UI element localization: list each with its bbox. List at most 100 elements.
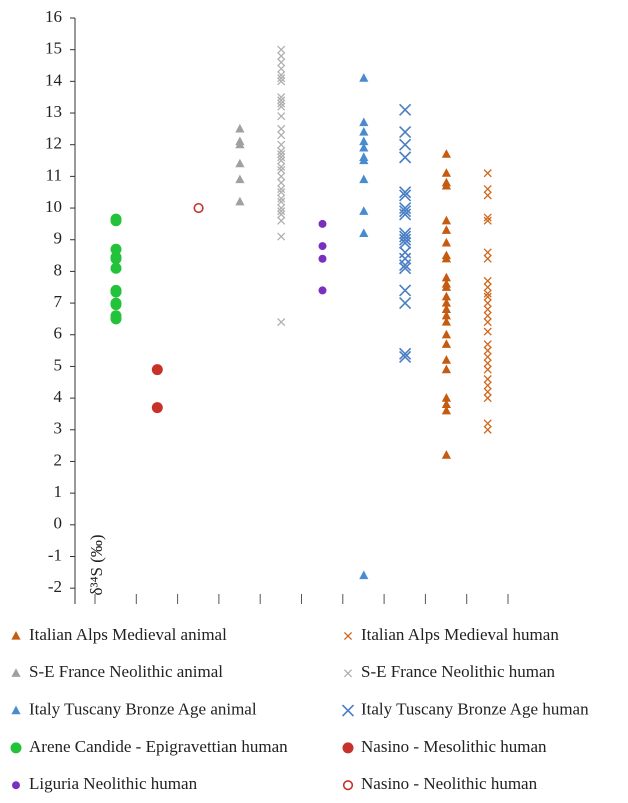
point: [441, 149, 451, 158]
point: [318, 242, 327, 251]
y-tick-label: -1: [48, 545, 62, 564]
point: [110, 286, 122, 298]
point: [277, 165, 286, 175]
point: [359, 136, 369, 146]
point: [441, 215, 451, 225]
legend-marker: [12, 781, 20, 790]
point: [235, 158, 245, 168]
point: [441, 450, 451, 459]
point: [483, 311, 492, 320]
point: [359, 127, 369, 136]
point: [359, 155, 369, 165]
legend-label: Nasino - Neolithic human: [361, 774, 538, 793]
point: [359, 117, 369, 127]
point: [359, 206, 369, 215]
point: [277, 153, 286, 162]
point: [483, 359, 492, 368]
legend-marker: [11, 705, 21, 715]
y-tick-label: 11: [46, 165, 62, 184]
point: [110, 313, 122, 325]
legend-label: Italy Tuscany Bronze Age animal: [29, 700, 257, 719]
point: [483, 169, 492, 178]
point: [441, 253, 451, 263]
point: [483, 305, 492, 314]
legend-marker: [11, 631, 21, 640]
point: [277, 70, 286, 80]
point: [483, 254, 492, 263]
point: [483, 292, 492, 301]
point: [399, 186, 412, 199]
y-tick-label: 4: [54, 387, 63, 406]
y-tick-label: 10: [45, 197, 62, 216]
point: [483, 318, 492, 327]
point: [399, 103, 412, 116]
point: [399, 347, 412, 360]
point: [277, 172, 286, 181]
y-tick-label: 0: [54, 514, 63, 533]
point: [441, 329, 451, 339]
point: [483, 340, 492, 349]
point: [399, 262, 412, 275]
legend-label: Nasino - Mesolithic human: [361, 737, 547, 756]
point: [277, 203, 286, 213]
point: [483, 425, 492, 434]
point: [235, 174, 245, 184]
point: [277, 93, 286, 102]
point: [110, 262, 122, 274]
point: [318, 286, 327, 295]
y-tick-label: -2: [48, 577, 62, 596]
legend-marker: [11, 668, 21, 677]
point: [277, 140, 286, 149]
point: [483, 289, 492, 298]
y-tick-label: 3: [54, 419, 63, 438]
y-tick-label: 7: [54, 292, 63, 311]
point: [483, 387, 492, 396]
point: [399, 236, 412, 249]
point: [277, 45, 286, 54]
point: [277, 232, 286, 241]
point: [277, 112, 286, 121]
point: [441, 304, 451, 314]
point: [359, 174, 369, 184]
point: [483, 216, 492, 225]
point: [483, 299, 492, 308]
point: [483, 394, 492, 403]
point: [359, 142, 369, 152]
point: [277, 156, 286, 165]
point: [277, 77, 286, 86]
legend-label: Italian Alps Medieval human: [361, 625, 559, 644]
point: [441, 298, 451, 307]
y-tick-label: 15: [45, 39, 62, 58]
point: [399, 259, 412, 272]
legend-label: Liguria Neolithic human: [29, 774, 198, 793]
point: [277, 150, 286, 159]
point: [483, 283, 492, 292]
y-tick-label: 13: [45, 102, 62, 121]
point: [483, 375, 492, 384]
point: [277, 64, 286, 73]
point: [399, 246, 412, 259]
point: [277, 207, 286, 216]
point: [277, 96, 286, 105]
point: [277, 102, 286, 111]
point: [110, 243, 122, 255]
point: [399, 252, 412, 265]
point: [483, 419, 492, 428]
point: [483, 213, 492, 222]
legend-marker: [343, 669, 353, 678]
point: [483, 184, 492, 194]
point: [441, 282, 451, 291]
legend-label: S-E France Neolithic human: [361, 662, 556, 681]
point: [441, 317, 451, 326]
point: [483, 352, 492, 361]
point: [441, 405, 451, 415]
point: [277, 178, 286, 187]
point: [277, 210, 286, 219]
point: [441, 168, 451, 177]
legend-label: Arene Candide - Epigravettian human: [29, 737, 288, 756]
point: [441, 364, 451, 374]
point: [441, 237, 451, 247]
point: [277, 197, 286, 206]
point: [277, 184, 286, 194]
